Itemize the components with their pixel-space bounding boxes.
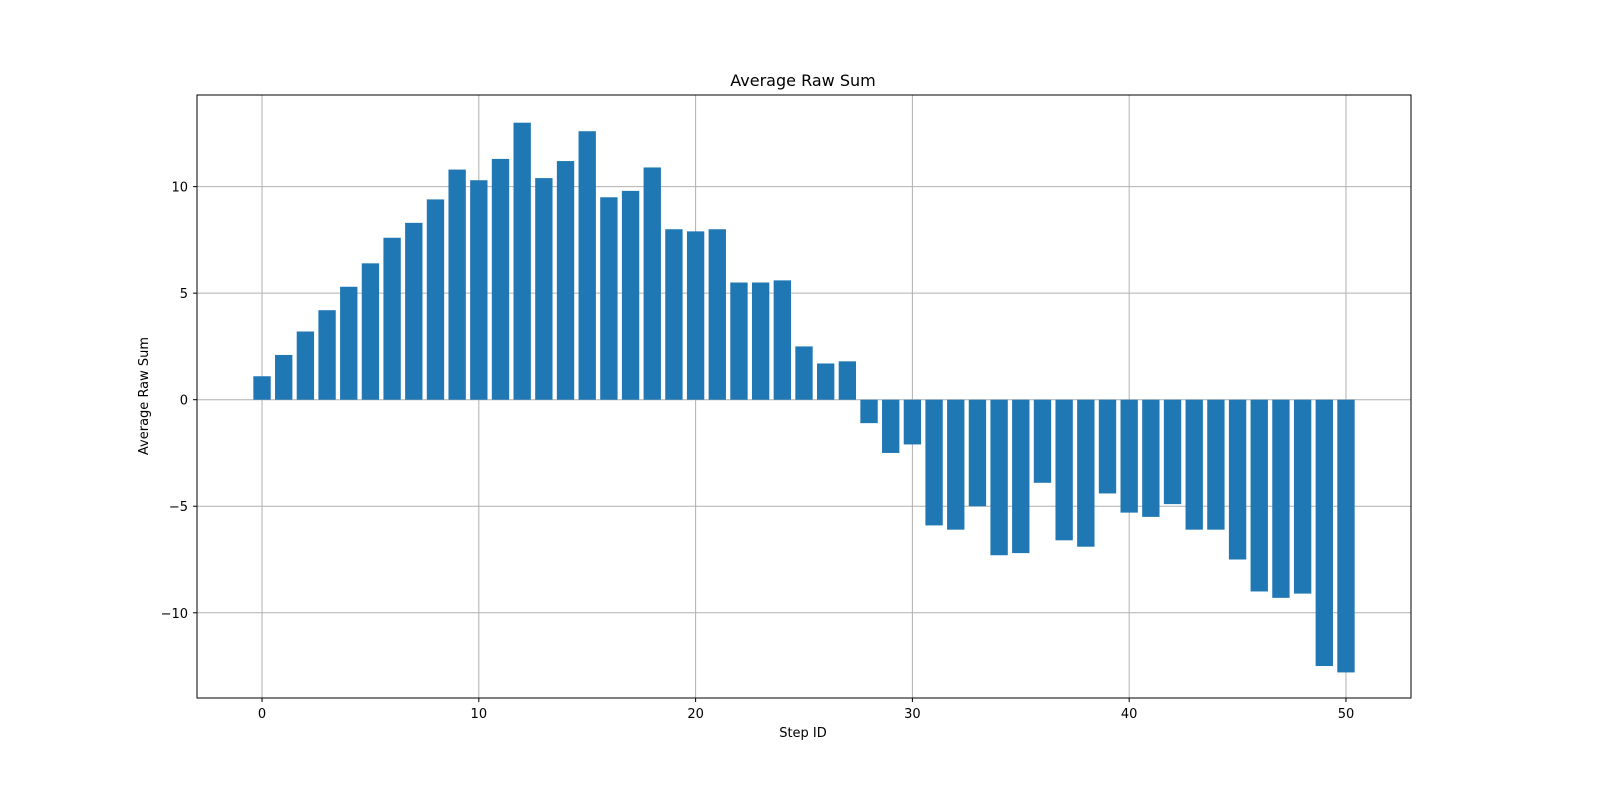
x-tick-label: 50 (1338, 707, 1355, 722)
bar (405, 222, 423, 400)
bar (556, 161, 575, 400)
bar (643, 167, 661, 400)
bar (795, 346, 813, 400)
bar (318, 310, 336, 400)
y-tick-label: 10 (171, 181, 188, 196)
bar (1077, 399, 1095, 547)
x-tick-label: 40 (1121, 707, 1138, 722)
bar (448, 169, 466, 400)
bar (1163, 399, 1182, 505)
bar (1120, 399, 1138, 513)
bar (253, 376, 271, 400)
bar (600, 197, 618, 400)
bar (686, 231, 705, 400)
bar (275, 354, 293, 400)
chart-title: Average Raw Sum (730, 71, 875, 90)
bar (340, 286, 358, 400)
bar (1185, 399, 1203, 530)
bar (1055, 399, 1073, 541)
plot-frame (196, 94, 1412, 699)
bar (882, 399, 900, 453)
bar (1293, 399, 1312, 594)
bar (730, 282, 748, 400)
bar (947, 399, 965, 530)
y-tick-label: 5 (180, 287, 188, 302)
y-tick-label: 0 (180, 394, 188, 409)
bar (513, 122, 531, 400)
bar (925, 399, 943, 526)
bar (773, 280, 791, 400)
x-tick-label: 30 (904, 707, 921, 722)
bar (1033, 399, 1052, 483)
bar (1142, 399, 1160, 517)
bar (1207, 399, 1225, 530)
bar (1228, 399, 1247, 560)
bar (426, 199, 445, 400)
bar (621, 190, 640, 400)
bar (665, 229, 683, 400)
bar (708, 229, 726, 400)
bar (817, 363, 835, 400)
bar (361, 263, 380, 400)
bar (578, 131, 596, 400)
bar (1250, 399, 1268, 592)
bar (1098, 399, 1117, 494)
bar (860, 399, 878, 424)
bar (1337, 399, 1355, 673)
x-axis-label: Step ID (779, 726, 827, 741)
bars (253, 122, 1355, 673)
y-axis-ticks: −10 −5 0 5 10 (161, 181, 197, 622)
x-axis-ticks: 0 10 20 30 40 50 (258, 698, 1354, 722)
bar (296, 331, 315, 400)
bar (990, 399, 1008, 556)
bar (968, 399, 987, 507)
x-tick-label: 20 (687, 707, 704, 722)
y-axis-label: Average Raw Sum (137, 337, 152, 455)
bar (1012, 399, 1030, 554)
bar (1315, 399, 1333, 667)
y-tick-label: −10 (161, 607, 188, 622)
bar (751, 282, 770, 400)
bar (1272, 399, 1290, 598)
x-tick-label: 10 (471, 707, 488, 722)
bar (470, 180, 488, 400)
x-tick-label: 0 (258, 707, 266, 722)
bar (491, 158, 510, 400)
bar (838, 361, 857, 400)
bar (383, 237, 401, 400)
bar (535, 178, 553, 400)
bar (903, 399, 922, 445)
y-tick-label: −5 (169, 500, 188, 515)
